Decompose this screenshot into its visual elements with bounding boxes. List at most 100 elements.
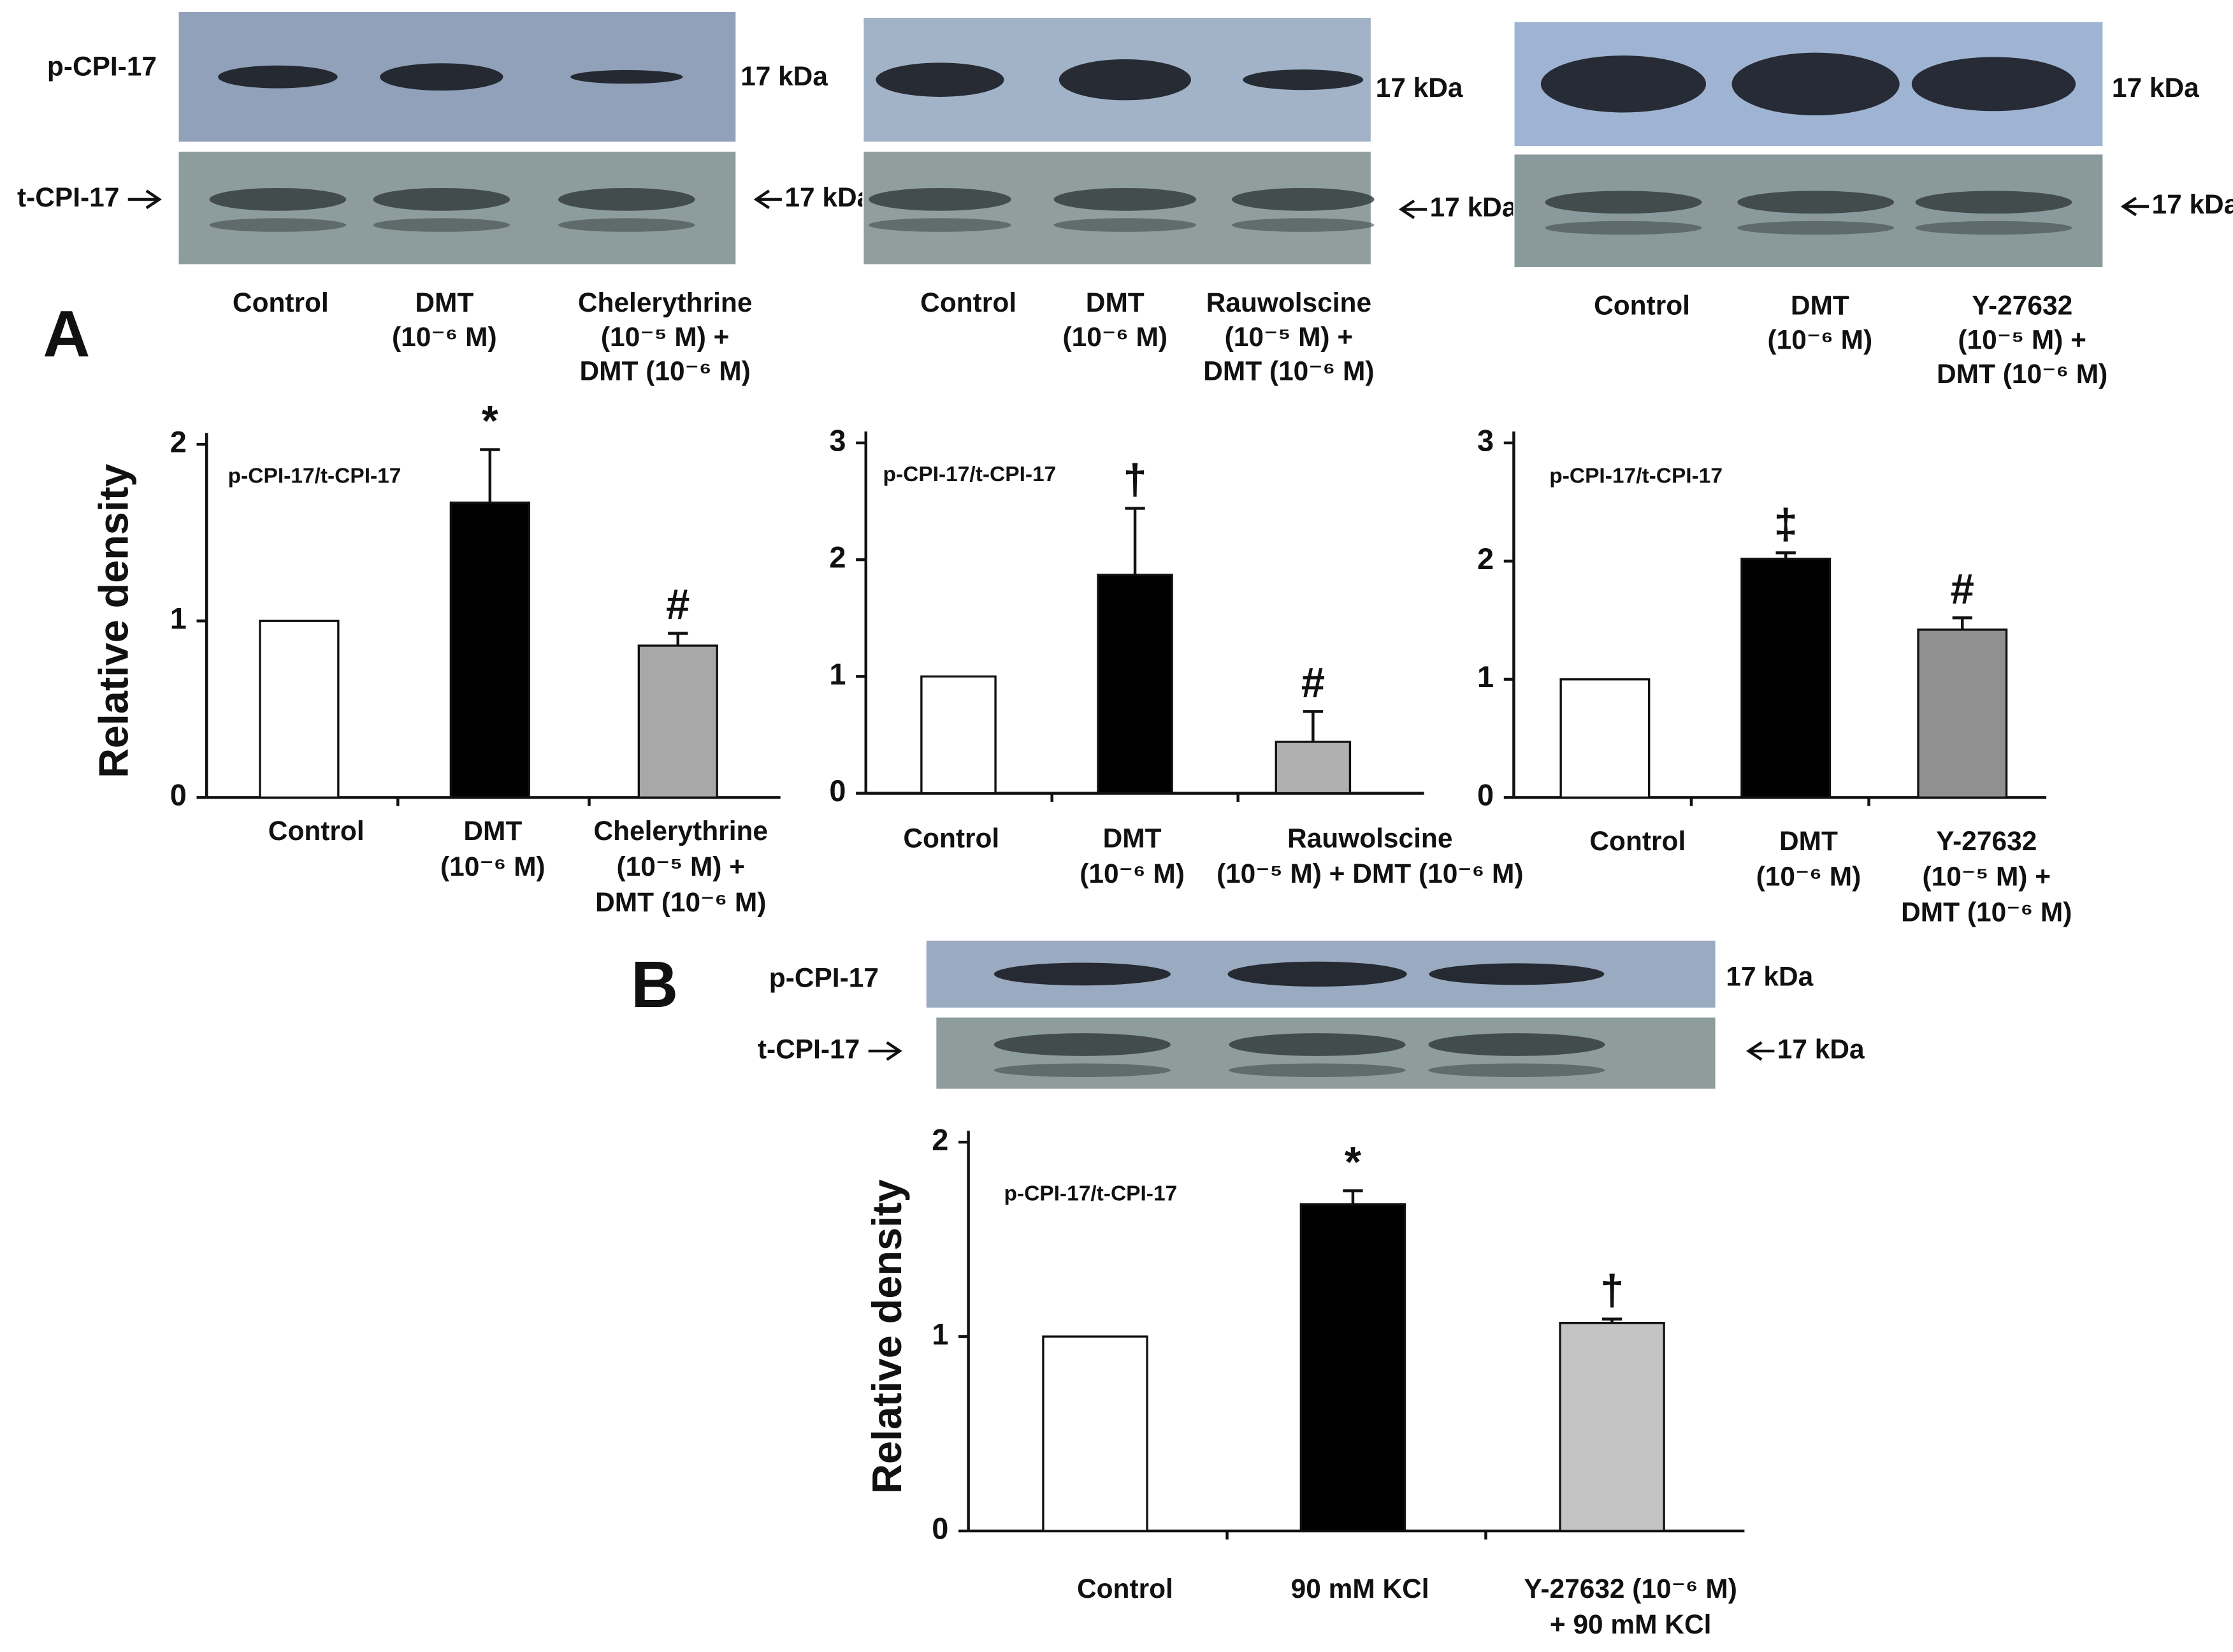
lane-label-line: DMT [1791,291,1849,321]
x-tick-label-line: (10⁻⁵ M) + DMT (10⁻⁶ M) [1217,859,1524,888]
lane-label: DMT (10⁻⁶ M) [1062,287,1167,352]
row-label: t-CPI-17 [17,182,119,212]
kda-label: 17 kDa [1376,73,1463,103]
bar [1299,1203,1406,1532]
blot-band [1545,221,1702,235]
row-label: p-CPI-17 [47,51,157,81]
blot-band [994,1033,1171,1056]
lane-label-line: (10⁻⁶ M) [1768,324,1873,354]
inner-label: p-CPI-17/t-CPI-17 [883,463,1057,486]
x-tick-label: Y-27632 (10⁻⁶ M) + 90 mM KCl [1524,1574,1737,1639]
lane-label-line: DMT [1086,287,1145,317]
error-bar [1952,616,1972,630]
bar [449,501,530,799]
blot-band [373,187,510,211]
blot-band [1059,59,1191,101]
kda-label: 17 kDa [741,61,828,91]
y-tick-label: 0 [170,779,187,812]
significance-marker: # [666,581,690,628]
x-tick-label: Control [268,816,365,846]
bar [1559,1322,1665,1532]
arrow-head [145,189,162,210]
x-tick-label-line: Chelerythrine [593,816,768,846]
x-tick-label: Rauwolscine (10⁻⁵ M) + DMT (10⁻⁶ M) [1217,823,1524,889]
lane-label-line: DMT [415,287,473,317]
x-tick-label-line: DMT [1779,826,1838,856]
blot-band [1737,191,1895,214]
significance-marker: * [1345,1138,1362,1186]
lane-label-line: (10⁻⁶ M) [1062,322,1167,352]
x-tick-label-line: DMT (10⁻⁶ M) [595,887,766,917]
blot-band [1229,1033,1406,1056]
bar [259,620,340,799]
x-tick-label-line: Control [268,816,365,846]
blot-band [1053,218,1197,232]
blot-band [1428,1063,1605,1077]
x-tick-label-line: Control [1589,826,1686,856]
lane-label: Chelerythrine (10⁻⁵ M) + DMT (10⁻⁶ M) [578,287,753,386]
x-tick-label-line: Control [1077,1574,1173,1604]
y-tick-label: 2 [170,426,187,459]
x-tick-label-line: 90 mM KCl [1291,1574,1429,1604]
blot-band [1731,52,1900,115]
lane-label-line: Y-27632 [1972,291,2072,321]
lane-label-line: (10⁻⁵ M) + [1225,322,1354,352]
significance-marker: * [482,397,499,445]
y-tick-label: 1 [1477,660,1494,693]
blot-band [380,63,503,91]
lane-label-line: DMT (10⁻⁶ M) [580,356,751,386]
blot-band [1227,961,1407,987]
y-tick-label: 2 [1477,542,1494,576]
lane-label-line: (10⁻⁶ M) [392,322,497,352]
x-tick-label: Control [903,823,999,853]
lane-label-line: Rauwolscine [1206,287,1371,317]
y-tick-label: 3 [1477,424,1494,457]
blot-band [570,69,683,84]
y-tick-label: 3 [829,424,846,457]
bar [1917,628,2008,799]
blot-band [994,1063,1171,1077]
arrow-head [1746,1041,1763,1061]
lane-label-line: Control [233,287,329,317]
lane-label: Y-27632 (10⁻⁵ M) + DMT (10⁻⁶ M) [1937,291,2107,389]
blot-band [558,187,695,211]
error-bar [668,632,688,646]
x-tick-label-line: DMT [463,816,522,846]
x-tick-label-line: DMT [1103,823,1162,853]
blot-band [1915,191,2072,214]
lane-label: DMT (10⁻⁶ M) [392,287,497,352]
row-label: t-CPI-17 [758,1034,860,1064]
panel-label: B [631,948,678,1021]
lane-label-line: DMT (10⁻⁶ M) [1203,356,1374,386]
blot-band [1231,218,1375,232]
error-bar [1303,710,1323,742]
x-tick-label: DMT (10⁻⁶ M) [440,816,546,881]
lane-label-line: DMT (10⁻⁶ M) [1937,359,2107,389]
kda-label: 17 kDa [1726,961,1813,991]
x-tick-label-line: (10⁻⁶ M) [1756,862,1861,892]
arrow-head [886,1041,902,1061]
arrow-head [1398,199,1415,219]
blot-band [218,65,338,89]
y-axis-label: Relative density [90,464,137,778]
x-tick-label-line: Y-27632 [1936,826,2037,856]
kda-label: 17 kDa [2112,73,2199,103]
kda-label: 17 kDa [1777,1034,1865,1064]
blot-band [1053,187,1197,211]
lane-label-line: Control [1594,291,1690,321]
blot-band [209,218,347,232]
lane-label: Control [920,287,1016,317]
inner-label: p-CPI-17/t-CPI-17 [228,464,401,488]
blot-band [1229,1063,1406,1077]
blot-band [1737,221,1895,235]
significance-marker: # [1301,659,1325,707]
inner-label: p-CPI-17/t-CPI-17 [1004,1182,1177,1206]
lane-label: Control [233,287,329,317]
lane-label: DMT (10⁻⁶ M) [1768,291,1873,355]
row-label: p-CPI-17 [769,963,879,993]
kda-label: 17 kDa [784,182,872,212]
blot-band [869,218,1011,232]
x-tick-label-line: Control [903,823,999,853]
x-tick-label: DMT (10⁻⁶ M) [1080,823,1185,889]
